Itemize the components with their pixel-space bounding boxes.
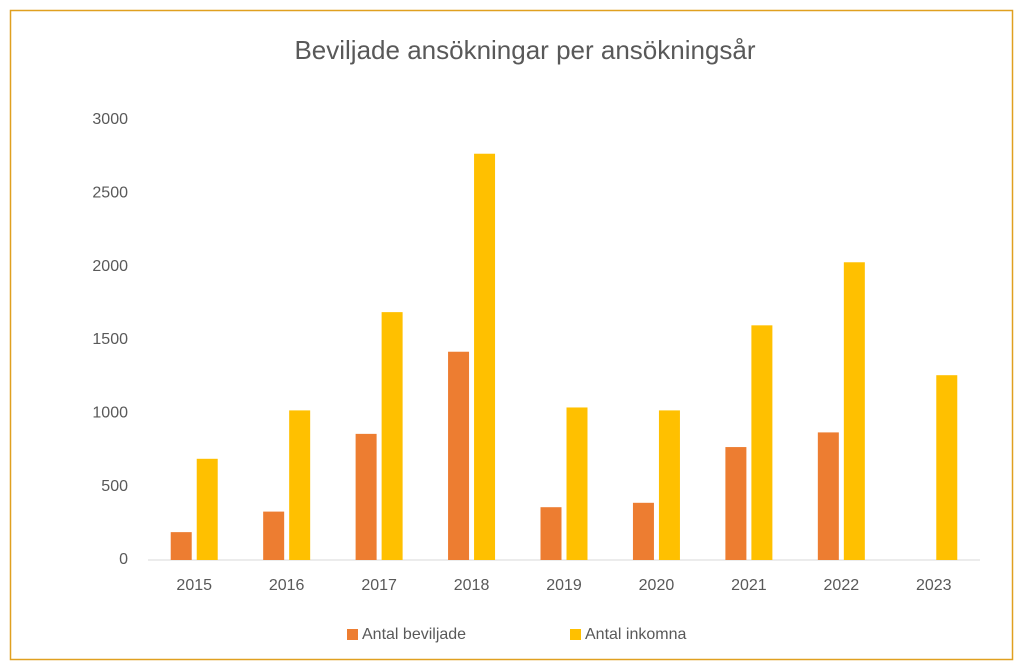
bar [263,511,285,560]
bar [817,432,839,560]
bar [170,532,192,560]
x-tick-label: 2023 [916,577,952,594]
x-tick-label: 2018 [454,577,490,594]
x-tick-label: 2022 [824,577,860,594]
bar [196,458,218,560]
x-tick-label: 2017 [361,577,397,594]
y-tick-label: 1000 [92,405,128,422]
x-tick-label: 2019 [546,577,582,594]
y-tick-label: 1500 [92,331,128,348]
bar [355,433,377,560]
bar [843,262,865,560]
x-tick-label: 2020 [639,577,675,594]
bar [936,375,958,560]
y-tick-label: 2500 [92,185,128,202]
legend-label: Antal beviljade [362,626,466,643]
x-tick-label: 2015 [176,577,212,594]
bar [751,325,773,560]
bar [540,507,562,560]
bar [474,153,496,560]
x-tick-label: 2021 [731,577,767,594]
bar [632,502,654,560]
bar [448,351,470,560]
bar [658,410,680,560]
y-tick-label: 0 [119,551,128,568]
legend-swatch [570,629,581,640]
bar [725,447,747,560]
y-tick-label: 3000 [92,111,128,128]
bar [289,410,311,560]
y-tick-label: 500 [101,478,128,495]
bar [381,312,403,560]
legend-label: Antal inkomna [585,626,686,643]
y-tick-label: 2000 [92,258,128,275]
chart-title: Beviljade ansökningar per ansökningsår [294,35,755,65]
bar [566,407,588,560]
x-tick-label: 2016 [269,577,305,594]
legend-swatch [347,629,358,640]
